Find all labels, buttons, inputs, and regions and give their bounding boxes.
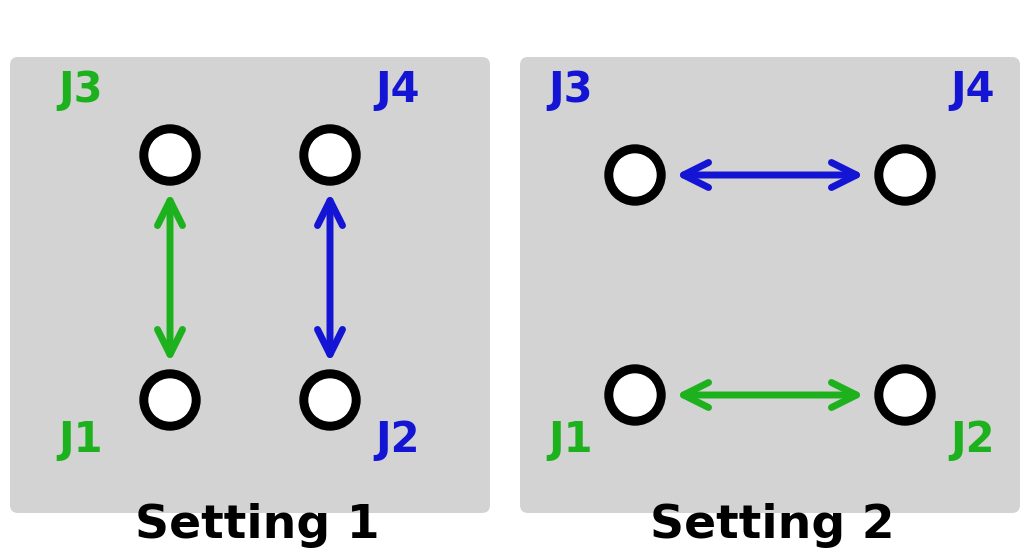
Circle shape [614,154,656,196]
Circle shape [149,134,191,176]
Text: Setting 1: Setting 1 [135,502,379,547]
Circle shape [884,374,926,416]
Text: J1: J1 [548,419,592,461]
Text: J4: J4 [951,69,995,111]
FancyBboxPatch shape [520,57,1020,513]
Circle shape [149,379,191,421]
Circle shape [300,125,360,185]
Text: J2: J2 [376,419,420,461]
FancyBboxPatch shape [10,57,490,513]
Circle shape [309,379,351,421]
Circle shape [605,365,665,425]
Circle shape [876,145,935,205]
Text: J3: J3 [58,69,103,111]
Text: J1: J1 [58,419,103,461]
Circle shape [605,145,665,205]
Circle shape [614,374,656,416]
Text: J3: J3 [548,69,592,111]
Circle shape [140,370,200,430]
Text: J2: J2 [951,419,995,461]
Circle shape [884,154,926,196]
Text: Setting 2: Setting 2 [650,502,894,547]
Circle shape [300,370,360,430]
Circle shape [876,365,935,425]
Text: J4: J4 [376,69,420,111]
Circle shape [140,125,200,185]
Circle shape [309,134,351,176]
